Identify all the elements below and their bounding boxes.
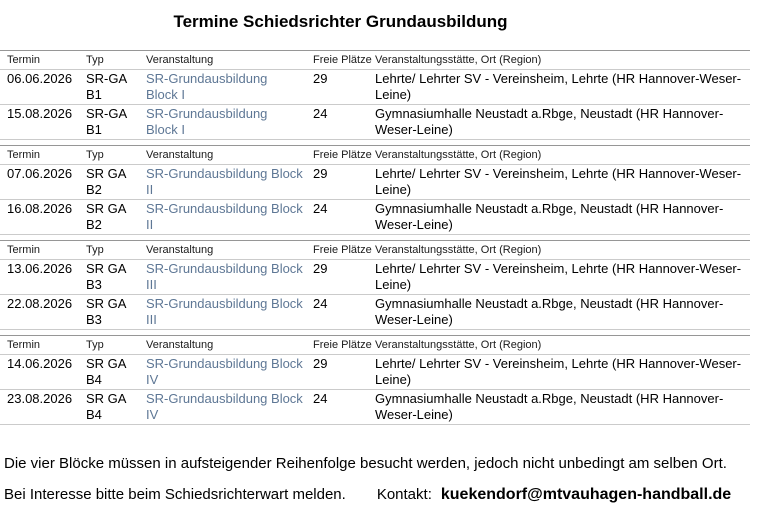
- col-header-ort: Veranstaltungsstätte, Ort (Region): [375, 244, 542, 256]
- cell-freie-plaetze: 29: [313, 166, 328, 181]
- table-row: 23.08.2026 SR GA B4 SR-Grundausbildung B…: [0, 390, 750, 425]
- cell-typ: SR GA B4: [86, 356, 127, 387]
- table-header-row: Termin Typ Veranstaltung Freie Plätze Ve…: [0, 145, 750, 165]
- table-row: 16.08.2026 SR GA B2 SR-Grundausbildung B…: [0, 200, 750, 235]
- cell-veranstaltung: SR-Grundausbildung Block II: [141, 165, 307, 200]
- cell-veranstaltung: SR-Grundausbildung Block I: [141, 105, 307, 140]
- table-header-row: Termin Typ Veranstaltung Freie Plätze Ve…: [0, 240, 750, 260]
- cell-veranstaltung: SR-Grundausbildung Block IV: [141, 355, 307, 390]
- col-header-freie-plaetze: Freie Plätze: [313, 149, 372, 161]
- cell-typ: SR GA B3: [86, 296, 127, 327]
- col-header-freie-plaetze: Freie Plätze: [313, 339, 372, 351]
- cell-typ: SR GA B2: [86, 166, 127, 197]
- cell-freie-plaetze: 29: [313, 71, 328, 86]
- col-header-ort: Veranstaltungsstätte, Ort (Region): [375, 54, 542, 66]
- cell-termin: 06.06.2026: [7, 71, 73, 86]
- termine-table: Termin Typ Veranstaltung Freie Plätze Ve…: [0, 50, 750, 140]
- cell-typ: SR GA B3: [86, 261, 127, 292]
- cell-veranstaltung: SR-Grundausbildung Block III: [141, 295, 307, 330]
- table-row: 07.06.2026 SR GA B2 SR-Grundausbildung B…: [0, 165, 750, 200]
- cell-freie-plaetze: 24: [313, 201, 328, 216]
- table-row: 14.06.2026 SR GA B4 SR-Grundausbildung B…: [0, 355, 750, 390]
- cell-termin: 15.08.2026: [7, 106, 73, 121]
- cell-veranstaltung: SR-Grundausbildung Block IV: [141, 390, 307, 425]
- cell-ort: Gymnasiumhalle Neustadt a.Rbge, Neustadt…: [375, 296, 724, 327]
- footer-contact-text: Bei Interesse bitte beim Schiedsrichterw…: [4, 486, 346, 503]
- cell-ort: Lehrte/ Lehrter SV - Vereinsheim, Lehrte…: [375, 261, 742, 292]
- tables: Termin Typ Veranstaltung Freie Plätze Ve…: [0, 50, 759, 425]
- cell-veranstaltung: SR-Grundausbildung Block III: [141, 260, 307, 295]
- col-header-freie-plaetze: Freie Plätze: [313, 244, 372, 256]
- veranstaltung-link[interactable]: SR-Grundausbildung Block IV: [146, 391, 303, 422]
- page-title: Termine Schiedsrichter Grundausbildung: [173, 12, 508, 31]
- page: Termine Schiedsrichter Grundausbildung T…: [0, 12, 759, 504]
- col-header-typ: Typ: [86, 54, 104, 66]
- table-row: 06.06.2026 SR-GA B1 SR-Grundausbildung B…: [0, 70, 750, 105]
- cell-ort: Gymnasiumhalle Neustadt a.Rbge, Neustadt…: [375, 391, 724, 422]
- veranstaltung-link[interactable]: SR-Grundausbildung Block II: [146, 166, 303, 197]
- footer-contact-line: Bei Interesse bitte beim Schiedsrichterw…: [4, 486, 759, 504]
- cell-typ: SR-GA B1: [86, 71, 128, 102]
- table-header-row: Termin Typ Veranstaltung Freie Plätze Ve…: [0, 50, 750, 70]
- col-header-ort: Veranstaltungsstätte, Ort (Region): [375, 149, 542, 161]
- col-header-termin: Termin: [7, 54, 41, 66]
- cell-freie-plaetze: 29: [313, 356, 328, 371]
- cell-ort: Lehrte/ Lehrter SV - Vereinsheim, Lehrte…: [375, 166, 742, 197]
- table-header-row: Termin Typ Veranstaltung Freie Plätze Ve…: [0, 335, 750, 355]
- cell-veranstaltung: SR-Grundausbildung Block II: [141, 200, 307, 235]
- col-header-veranstaltung: Veranstaltung: [146, 149, 214, 161]
- cell-termin: 22.08.2026: [7, 296, 73, 311]
- col-header-typ: Typ: [86, 244, 104, 256]
- col-header-veranstaltung: Veranstaltung: [146, 54, 214, 66]
- col-header-termin: Termin: [7, 244, 41, 256]
- footer-note: Die vier Blöcke müssen in aufsteigender …: [4, 455, 727, 472]
- cell-termin: 23.08.2026: [7, 391, 73, 406]
- termine-table: Termin Typ Veranstaltung Freie Plätze Ve…: [0, 240, 750, 330]
- table-row: 15.08.2026 SR-GA B1 SR-Grundausbildung B…: [0, 105, 750, 140]
- veranstaltung-link[interactable]: SR-Grundausbildung Block I: [146, 106, 268, 137]
- cell-typ: SR-GA B1: [86, 106, 128, 137]
- contact-email-link[interactable]: kuekendorf@mtvauhagen-handball.de: [440, 486, 732, 503]
- cell-termin: 13.06.2026: [7, 261, 73, 276]
- cell-freie-plaetze: 24: [313, 391, 328, 406]
- col-header-ort: Veranstaltungsstätte, Ort (Region): [375, 339, 542, 351]
- table-row: 22.08.2026 SR GA B3 SR-Grundausbildung B…: [0, 295, 750, 330]
- veranstaltung-link[interactable]: SR-Grundausbildung Block IV: [146, 356, 303, 387]
- cell-typ: SR GA B2: [86, 201, 127, 232]
- cell-ort: Lehrte/ Lehrter SV - Vereinsheim, Lehrte…: [375, 71, 742, 102]
- cell-ort: Gymnasiumhalle Neustadt a.Rbge, Neustadt…: [375, 106, 724, 137]
- veranstaltung-link[interactable]: SR-Grundausbildung Block I: [146, 71, 268, 102]
- cell-termin: 14.06.2026: [7, 356, 73, 371]
- col-header-veranstaltung: Veranstaltung: [146, 339, 214, 351]
- col-header-typ: Typ: [86, 149, 104, 161]
- col-header-termin: Termin: [7, 149, 41, 161]
- cell-termin: 16.08.2026: [7, 201, 73, 216]
- cell-freie-plaetze: 24: [313, 106, 328, 121]
- veranstaltung-link[interactable]: SR-Grundausbildung Block III: [146, 261, 303, 292]
- cell-ort: Gymnasiumhalle Neustadt a.Rbge, Neustadt…: [375, 201, 724, 232]
- termine-table: Termin Typ Veranstaltung Freie Plätze Ve…: [0, 145, 750, 235]
- col-header-freie-plaetze: Freie Plätze: [313, 54, 372, 66]
- col-header-typ: Typ: [86, 339, 104, 351]
- cell-typ: SR GA B4: [86, 391, 127, 422]
- table-row: 13.06.2026 SR GA B3 SR-Grundausbildung B…: [0, 260, 750, 295]
- cell-termin: 07.06.2026: [7, 166, 73, 181]
- kontakt-label: Kontakt:: [376, 486, 432, 503]
- col-header-termin: Termin: [7, 339, 41, 351]
- termine-table: Termin Typ Veranstaltung Freie Plätze Ve…: [0, 335, 750, 425]
- cell-freie-plaetze: 24: [313, 296, 328, 311]
- cell-veranstaltung: SR-Grundausbildung Block I: [141, 70, 307, 105]
- col-header-veranstaltung: Veranstaltung: [146, 244, 214, 256]
- cell-freie-plaetze: 29: [313, 261, 328, 276]
- cell-ort: Lehrte/ Lehrter SV - Vereinsheim, Lehrte…: [375, 356, 742, 387]
- veranstaltung-link[interactable]: SR-Grundausbildung Block III: [146, 296, 303, 327]
- veranstaltung-link[interactable]: SR-Grundausbildung Block II: [146, 201, 303, 232]
